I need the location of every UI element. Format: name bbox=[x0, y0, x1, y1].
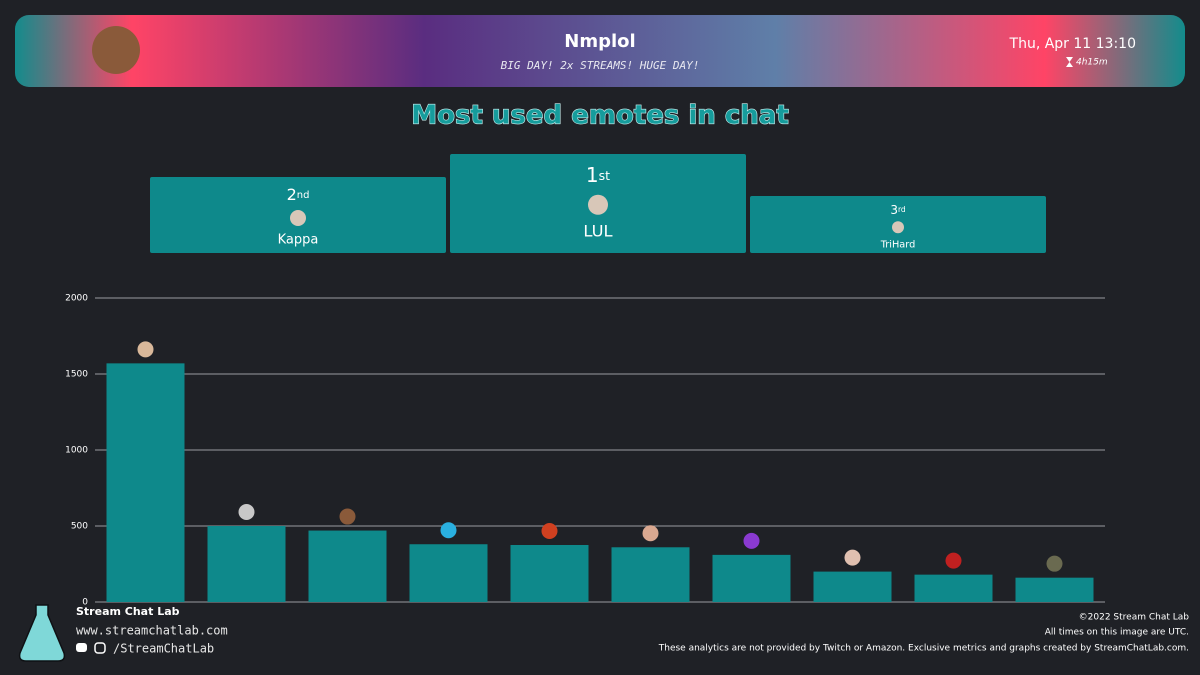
copyright: ©2022 Stream Chat Lab bbox=[1079, 613, 1190, 623]
emote-icon bbox=[290, 210, 306, 226]
rank-number: 3 bbox=[890, 203, 898, 217]
stream-duration: 4h15m bbox=[1076, 58, 1108, 68]
emote-icon bbox=[238, 504, 255, 520]
stream-title: BIG DAY! 2x STREAMS! HUGE DAY! bbox=[501, 59, 700, 72]
emote-icon bbox=[892, 221, 904, 234]
rank-suffix: st bbox=[599, 168, 611, 183]
emote-icon bbox=[541, 523, 558, 539]
bar bbox=[106, 363, 185, 602]
bar bbox=[1015, 577, 1094, 602]
bar bbox=[914, 574, 993, 602]
bar bbox=[308, 530, 387, 602]
bar bbox=[510, 545, 589, 602]
podium-rank: 3rd bbox=[890, 203, 906, 217]
emote-icon bbox=[945, 552, 962, 569]
footer: Stream Chat Lab www.streamchatlab.com /S… bbox=[18, 604, 1190, 662]
logo bbox=[18, 604, 66, 662]
bar bbox=[813, 571, 892, 602]
rank-number: 2 bbox=[287, 185, 297, 204]
emote-icon bbox=[1046, 555, 1063, 572]
rank-suffix: nd bbox=[297, 190, 310, 201]
emote-icon bbox=[588, 194, 608, 215]
podium-emote: Kappa bbox=[278, 233, 319, 248]
rank-suffix: rd bbox=[898, 205, 906, 214]
emote-icon bbox=[137, 341, 154, 358]
emote-icon bbox=[339, 508, 356, 525]
bar bbox=[712, 554, 791, 602]
y-tick-label: 1500 bbox=[65, 370, 88, 380]
streamer-avatar bbox=[92, 26, 140, 74]
y-tick-label: 500 bbox=[71, 522, 88, 532]
y-tick-label: 2000 bbox=[65, 294, 88, 304]
hourglass-icon bbox=[1066, 57, 1073, 67]
timezone-note: All times on this image are UTC. bbox=[1045, 628, 1189, 638]
brand-name: Stream Chat Lab bbox=[76, 605, 180, 618]
stream-datetime: Thu, Apr 11 13:10 bbox=[1009, 36, 1136, 52]
chart-title: Most used emotes in chat bbox=[411, 101, 789, 131]
streamer-name: Nmplol bbox=[564, 31, 635, 52]
rank-number: 1 bbox=[586, 163, 599, 187]
podium-emote: LUL bbox=[583, 221, 612, 240]
bar bbox=[207, 526, 286, 602]
podium-rank: 2nd bbox=[287, 185, 310, 204]
emote-icon bbox=[844, 549, 861, 566]
social-handle: /StreamChatLab bbox=[113, 642, 214, 656]
disclaimer: These analytics are not provided by Twit… bbox=[658, 644, 1189, 654]
bar bbox=[409, 544, 488, 602]
podium-emote: TriHard bbox=[880, 239, 916, 250]
y-tick-label: 0 bbox=[82, 598, 88, 608]
twitter-icon bbox=[76, 643, 87, 652]
y-tick-label: 1000 bbox=[65, 446, 88, 456]
instagram-icon bbox=[94, 642, 106, 654]
emote-icon bbox=[642, 525, 659, 542]
emote-icon bbox=[440, 522, 457, 539]
emote-icon bbox=[743, 532, 760, 549]
podium-rank: 1st bbox=[586, 163, 610, 187]
brand-url: www.streamchatlab.com bbox=[76, 624, 228, 638]
bar bbox=[611, 547, 690, 602]
header-bar bbox=[15, 15, 1185, 87]
